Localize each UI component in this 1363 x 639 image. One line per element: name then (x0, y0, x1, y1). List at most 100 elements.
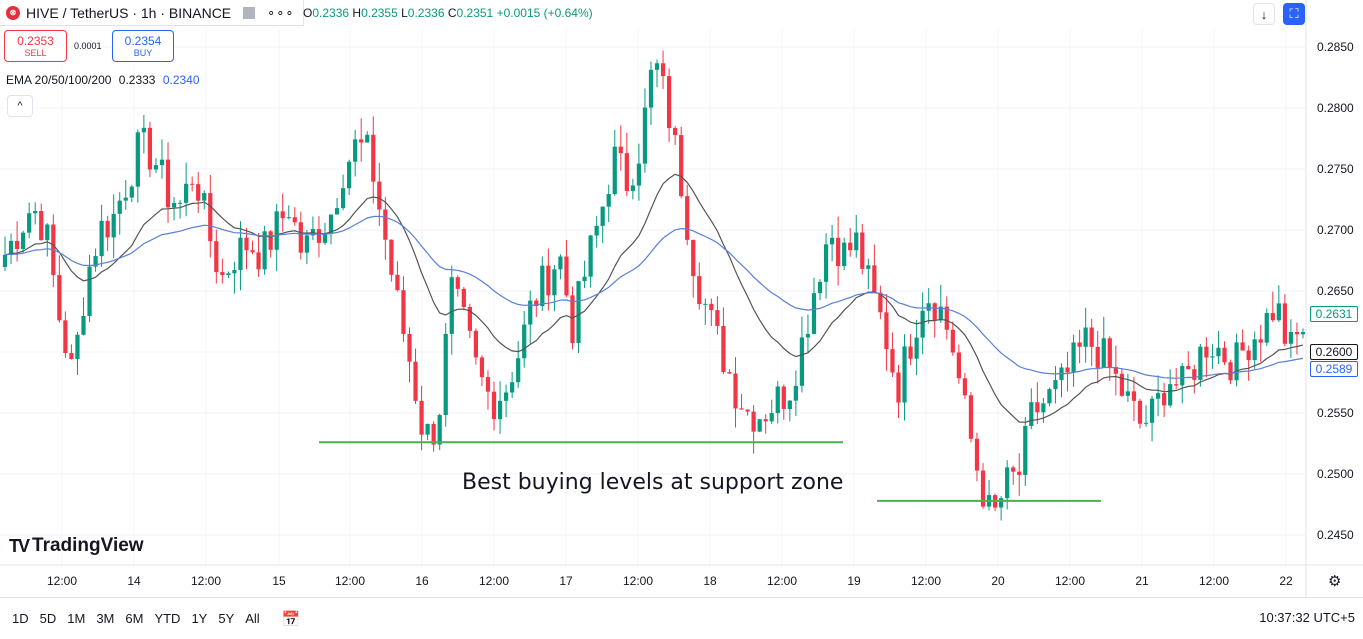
more-icon[interactable]: ∘∘∘ (267, 4, 295, 20)
calendar-icon[interactable]: 📅 (281, 610, 301, 628)
candle-body (1017, 471, 1022, 475)
candle-body (1234, 342, 1239, 381)
candle-body (854, 232, 859, 251)
range-button-1d[interactable]: 1D (12, 611, 29, 626)
coin-logo-icon: ⊗ (6, 5, 20, 20)
scroll-down-button[interactable]: ↓ (1253, 3, 1275, 25)
range-button-5d[interactable]: 5D (39, 611, 57, 626)
candle-body (600, 206, 605, 226)
candle-body (1065, 367, 1070, 373)
y-tick-label: 0.2750 (1317, 162, 1354, 176)
candle-body (703, 303, 708, 305)
candle-body (177, 202, 183, 204)
indicator-legend[interactable]: EMA 20/50/100/200 0.2333 0.2340 (6, 73, 200, 87)
candle-body (8, 240, 14, 255)
symbol-title[interactable]: HIVE / TetherUS · 1h · BINANCE (26, 4, 232, 21)
collapse-legend-button[interactable]: ^ (7, 95, 33, 117)
y-tick-label: 0.2700 (1317, 223, 1354, 237)
candle-body (1198, 346, 1203, 380)
candle-body (141, 127, 146, 133)
candle-body (256, 252, 261, 270)
candle-body (606, 194, 611, 207)
candle-body (968, 395, 974, 439)
y-tick-label: 0.2850 (1317, 40, 1354, 54)
candle-body (564, 256, 569, 296)
range-button-3m[interactable]: 3M (96, 611, 115, 626)
ohlc-readout: O0.2336 H0.2355 L0.2336 C0.2351 +0.0015 … (303, 6, 593, 20)
clock-readout[interactable]: 10:37:32 UTC+5 (1259, 610, 1355, 625)
range-button-ytd[interactable]: YTD (154, 611, 181, 626)
candle-body (618, 146, 623, 154)
sell-button[interactable]: 0.2353 SELL (4, 30, 67, 62)
candle-body (739, 408, 744, 410)
snapshot-button[interactable]: ⛶ (1283, 3, 1305, 25)
candle-body (1053, 380, 1058, 390)
candle-body (184, 183, 189, 203)
x-tick-label: 17 (559, 574, 573, 588)
candle-body (467, 306, 472, 331)
settings-gear-icon[interactable]: ⚙ (1328, 573, 1342, 590)
candle-body (274, 211, 279, 250)
candle-body (340, 188, 346, 209)
compare-icon[interactable] (243, 6, 256, 19)
candle-body (890, 349, 895, 373)
candle-body (528, 300, 533, 325)
x-tick-label: 18 (703, 574, 717, 588)
candle-body (81, 315, 86, 335)
candle-body (347, 161, 352, 189)
candle-body (848, 242, 853, 251)
tradingview-brand[interactable]: TV TradingView (9, 535, 144, 557)
x-tick-label: 19 (847, 574, 861, 588)
candle-body (371, 134, 376, 182)
chart-canvas[interactable]: 0.2450 0.2500 0.2550 0.2600 0.2650 0.2700 0.27… (0, 0, 1363, 597)
y-tick-label: 0.2450 (1317, 528, 1354, 542)
candle-body (407, 333, 412, 362)
range-button-5y[interactable]: 5Y (218, 611, 235, 626)
candle-body (781, 386, 786, 409)
symbol-bar[interactable]: ⊗ HIVE / TetherUS · 1h · BINANCE ∘∘∘ (0, 0, 304, 26)
candle-body (485, 377, 491, 392)
range-button-6m[interactable]: 6M (125, 611, 144, 626)
candle-body (1216, 347, 1221, 357)
ohlc-change: +0.0015 (+0.64%) (496, 6, 593, 20)
candle-body (769, 413, 774, 422)
candle-body (1101, 338, 1106, 368)
candle-body (334, 208, 340, 215)
candle-body (836, 237, 841, 267)
x-tick-label: 12:00 (479, 574, 509, 588)
spread-value: 0.0001 (74, 41, 102, 51)
candle-body (866, 265, 871, 269)
range-selector: 1D 5D 1M 3M 6M YTD 1Y 5Y All (0, 611, 260, 626)
candle-body (2, 254, 8, 268)
buy-button[interactable]: 0.2354 BUY (112, 30, 174, 62)
candle-body (1162, 393, 1167, 406)
candle-body (129, 186, 134, 198)
candle-body (1155, 393, 1161, 399)
candle-body (1282, 303, 1287, 344)
candle-body (14, 240, 20, 250)
y-tick-label: 0.2650 (1317, 284, 1354, 298)
candle-body (159, 159, 165, 166)
candle-body (860, 232, 865, 269)
x-tick-label: 12:00 (335, 574, 365, 588)
candle-body (33, 211, 38, 214)
candle-body (1186, 365, 1191, 370)
range-button-1m[interactable]: 1M (67, 611, 86, 626)
candle-body (1077, 342, 1082, 347)
candle-body (268, 231, 273, 250)
candle-body (878, 292, 883, 313)
candle-body (1252, 339, 1257, 361)
ema-line-fast (4, 173, 1304, 423)
x-tick-label: 15 (272, 574, 286, 588)
range-button-1y[interactable]: 1Y (191, 611, 208, 626)
range-button-all[interactable]: All (245, 611, 260, 626)
candle-body (1168, 384, 1173, 406)
candle-body (322, 233, 328, 243)
candle-body (443, 333, 448, 416)
candle-body (383, 209, 388, 240)
candle-body (1210, 356, 1215, 358)
candle-body (503, 392, 509, 401)
x-tick-label: 12:00 (1199, 574, 1229, 588)
candle-body (576, 281, 581, 344)
candle-body (624, 153, 629, 192)
